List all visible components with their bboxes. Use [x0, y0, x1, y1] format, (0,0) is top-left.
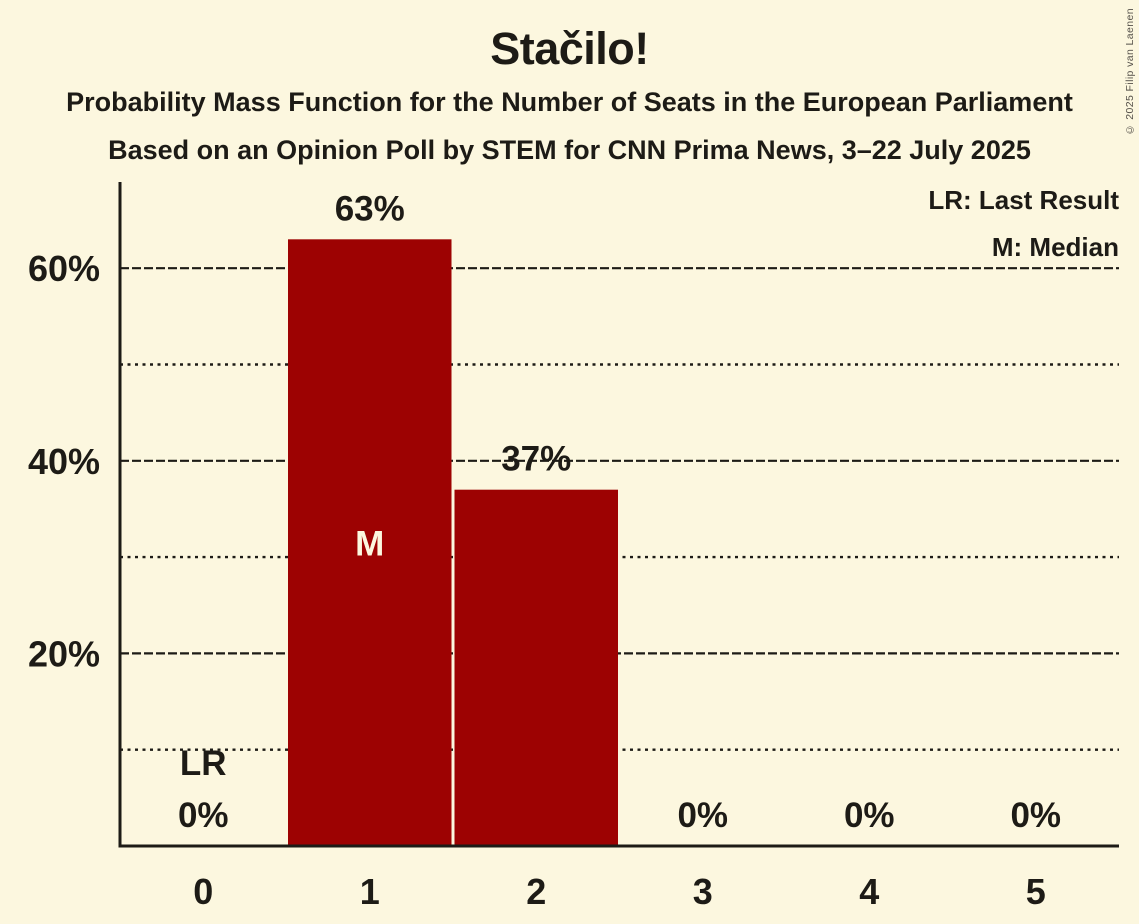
bar-value-label: 37%	[501, 440, 571, 479]
x-tick-label: 3	[693, 871, 713, 912]
bar-value-label: 0%	[178, 796, 229, 835]
y-tick-label: 20%	[28, 633, 100, 674]
copyright-notice: © 2025 Filip van Laenen	[1124, 8, 1136, 136]
bar-value-label: 0%	[1010, 796, 1061, 835]
chart-title: Stačilo!	[490, 23, 649, 74]
bar-value-label: 0%	[844, 796, 895, 835]
bar	[454, 489, 618, 846]
legend-last-result: LR: Last Result	[928, 185, 1119, 215]
y-tick-label: 40%	[28, 441, 100, 482]
x-tick-label: 4	[859, 871, 879, 912]
last-result-marker: LR	[180, 744, 227, 783]
bar-value-label: 0%	[677, 796, 728, 835]
chart-subtitle: Probability Mass Function for the Number…	[66, 87, 1073, 117]
x-tick-label: 5	[1026, 871, 1046, 912]
x-tick-label: 1	[360, 871, 380, 912]
chart-subtitle-source: Based on an Opinion Poll by STEM for CNN…	[108, 135, 1031, 165]
bar-value-label: 63%	[335, 189, 405, 228]
y-tick-label: 60%	[28, 248, 100, 289]
legend-median: M: Median	[991, 232, 1119, 262]
median-marker: M	[355, 525, 384, 564]
x-tick-label: 2	[526, 871, 546, 912]
bar	[288, 239, 452, 846]
x-tick-label: 0	[193, 871, 213, 912]
